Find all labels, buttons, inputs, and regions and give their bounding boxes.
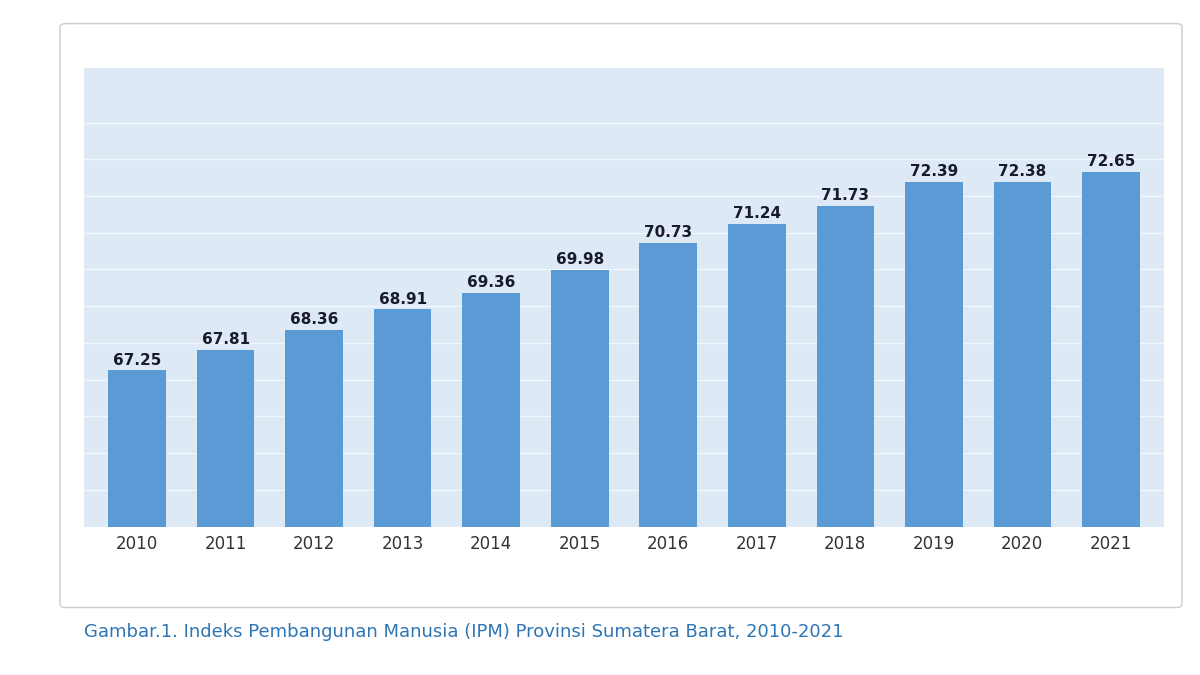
Bar: [108, 371, 166, 675]
Bar: [462, 293, 520, 675]
Text: 69.98: 69.98: [556, 252, 604, 267]
Text: 72.39: 72.39: [910, 164, 958, 179]
Bar: [994, 182, 1051, 675]
Bar: [816, 206, 874, 675]
Bar: [197, 350, 254, 675]
Text: 68.91: 68.91: [379, 292, 427, 306]
Text: 71.73: 71.73: [821, 188, 869, 203]
Text: 72.38: 72.38: [998, 164, 1046, 179]
Text: 67.81: 67.81: [202, 332, 250, 347]
Text: Gambar.1. Indeks Pembangunan Manusia (IPM) Provinsi Sumatera Barat, 2010-2021: Gambar.1. Indeks Pembangunan Manusia (IP…: [84, 623, 844, 641]
Text: 72.65: 72.65: [1087, 154, 1135, 169]
Bar: [640, 242, 697, 675]
Bar: [905, 182, 962, 675]
Text: 68.36: 68.36: [290, 312, 338, 327]
Bar: [728, 224, 786, 675]
Bar: [551, 270, 608, 675]
Bar: [374, 309, 432, 675]
Text: 71.24: 71.24: [733, 206, 781, 221]
Bar: [286, 329, 343, 675]
Text: 69.36: 69.36: [467, 275, 516, 290]
Text: 70.73: 70.73: [644, 225, 692, 240]
Text: 67.25: 67.25: [113, 352, 161, 367]
Bar: [1082, 172, 1140, 675]
